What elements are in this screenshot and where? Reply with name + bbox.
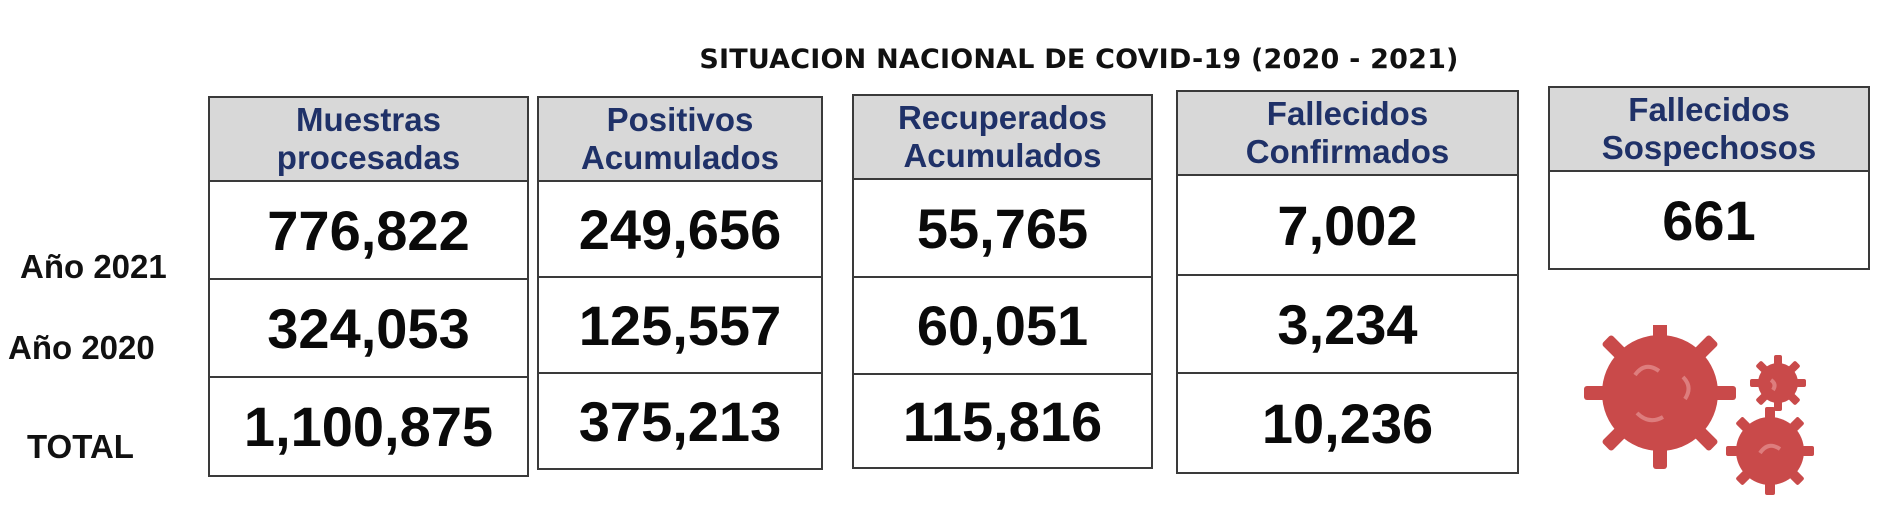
- value-muestras-2020: 324,053: [208, 278, 529, 378]
- header-line-2: Acumulados: [903, 137, 1102, 174]
- header-line-2: procesadas: [276, 139, 461, 176]
- value-recuperados-total: 115,816: [852, 373, 1153, 469]
- header-line-1: Fallecidos: [1266, 95, 1429, 132]
- header-line-1: Muestras: [296, 101, 441, 138]
- value-recuperados-2020: 60,051: [852, 276, 1153, 375]
- page-title: SITUACION NACIONAL DE COVID-19 (2020 - 2…: [699, 44, 1459, 75]
- value-fallecidos-total: 10,236: [1176, 372, 1519, 474]
- value-fallecidos-2021: 7,002: [1176, 174, 1519, 276]
- header-line-1: Fallecidos: [1628, 91, 1790, 128]
- header-line-2: Sospechosos: [1601, 129, 1817, 166]
- value-positivos-2020: 125,557: [537, 276, 823, 374]
- header-recuperados: Recuperados Acumulados: [852, 94, 1153, 180]
- value-positivos-2021: 249,656: [537, 180, 823, 278]
- value-muestras-total: 1,100,875: [208, 376, 529, 477]
- value-positivos-total: 375,213: [537, 372, 823, 470]
- row-label-2021: Año 2021: [20, 248, 167, 285]
- coronavirus-icon: [1584, 325, 1814, 495]
- header-line-2: Confirmados: [1245, 133, 1450, 170]
- header-line-1: Positivos: [606, 101, 754, 138]
- header-fallecidos: Fallecidos Confirmados: [1176, 90, 1519, 176]
- value-sospechosos: 661: [1548, 170, 1870, 270]
- value-muestras-2021: 776,822: [208, 180, 529, 280]
- row-label-total: TOTAL: [27, 428, 134, 465]
- header-line-1: Recuperados: [897, 99, 1108, 136]
- header-sospechosos: Fallecidos Sospechosos: [1548, 86, 1870, 172]
- header-muestras: Muestras procesadas: [208, 96, 529, 182]
- header-line-2: Acumulados: [580, 139, 780, 176]
- value-fallecidos-2020: 3,234: [1176, 274, 1519, 374]
- value-recuperados-2021: 55,765: [852, 178, 1153, 278]
- row-label-2020: Año 2020: [8, 329, 155, 366]
- header-positivos: Positivos Acumulados: [537, 96, 823, 182]
